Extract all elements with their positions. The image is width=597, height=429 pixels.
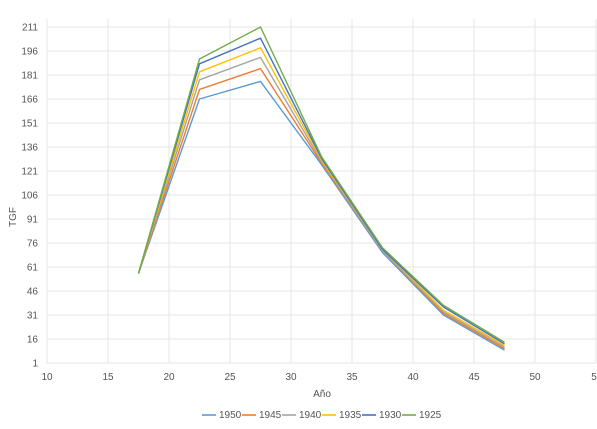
series-line-1925 [137,26,505,343]
legend-item-1925: 1925 [402,410,442,421]
legend-label: 1930 [379,410,402,421]
legend-item-1935: 1935 [322,410,362,421]
y-tick-label: 181 [21,71,38,82]
y-tick-label: 31 [27,311,39,322]
legend-label: 1935 [339,410,362,421]
y-tick-label: 16 [27,335,39,346]
legend-label: 1945 [259,410,282,421]
series-line-1940 [137,56,505,348]
legend-label: 1940 [299,410,322,421]
x-axis-ticks: 10 15 20 25 30 35 40 45 50 5 [41,372,597,383]
x-tick-label: 35 [346,372,358,383]
y-axis-ticks: 1 16 31 46 61 76 91 106 121 136 151 166 181 196 211 [21,23,38,370]
series-line-1930 [137,37,505,345]
legend-item-1945: 1945 [242,410,282,421]
y-tick-label: 166 [21,95,38,106]
y-tick-label: 46 [27,287,39,298]
y-tick-label: 136 [21,143,38,154]
legend-item-1950: 1950 [202,410,242,421]
legend-label: 1925 [419,410,442,421]
x-tick-label: 40 [407,372,419,383]
series-line-1950 [137,80,505,351]
x-tick-label: 15 [102,372,114,383]
x-tick-label: 20 [163,372,175,383]
x-tick-label: 5 [591,372,597,383]
y-tick-label: 1 [32,359,38,370]
gridlines [46,19,597,364]
x-tick-label: 45 [468,372,480,383]
legend: 1950 1945 1940 1935 1930 1925 [202,410,442,421]
y-tick-label: 151 [21,119,38,130]
y-tick-label: 76 [27,239,39,250]
x-tick-label: 10 [41,372,53,383]
y-axis-label: TGF [8,207,19,227]
x-axis-label: Año [313,389,331,400]
legend-item-1930: 1930 [362,410,402,421]
x-tick-label: 25 [224,372,236,383]
legend-label: 1950 [219,410,242,421]
y-tick-label: 91 [27,215,39,226]
series-line-1935 [137,47,505,347]
x-tick-label: 30 [285,372,297,383]
y-tick-label: 61 [27,263,39,274]
series-lines [137,26,505,351]
y-tick-label: 106 [21,191,38,202]
y-tick-label: 196 [21,47,38,58]
x-tick-label: 50 [529,372,541,383]
legend-item-1940: 1940 [282,410,322,421]
y-tick-label: 121 [21,167,38,178]
y-tick-label: 211 [22,23,38,34]
series-line-1945 [137,67,505,350]
